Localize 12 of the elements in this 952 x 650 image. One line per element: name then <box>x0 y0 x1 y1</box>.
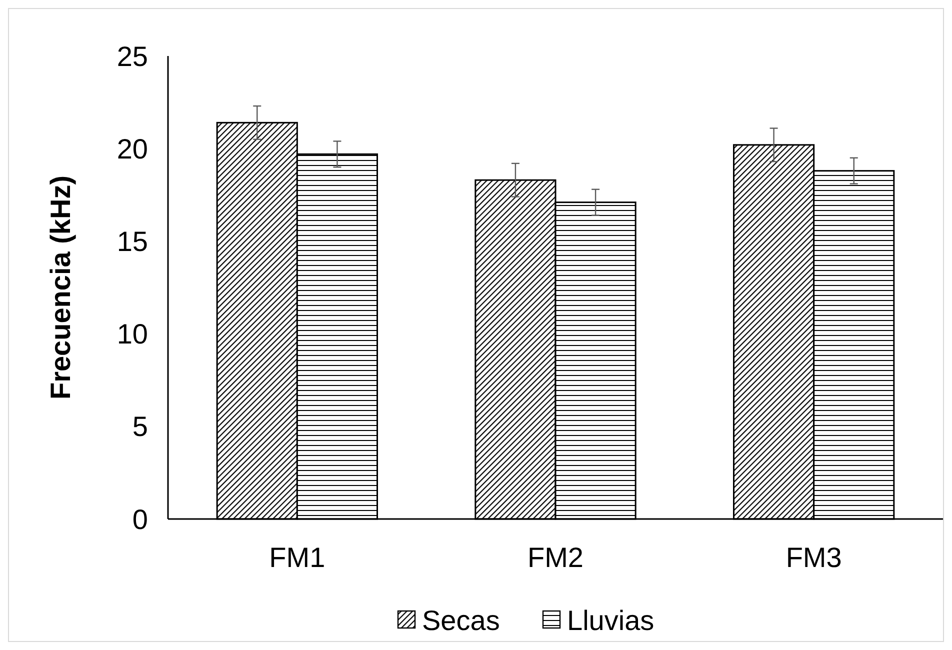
y-axis-title: Frecuencia (kHz) <box>45 175 76 400</box>
y-tick-label: 0 <box>132 504 148 535</box>
x-tick-label: FM2 <box>528 542 584 573</box>
legend-label: Secas <box>422 604 500 636</box>
y-tick-label: 15 <box>116 226 148 257</box>
y-tick-label: 10 <box>116 318 148 350</box>
x-tick-label: FM3 <box>786 542 842 573</box>
legend-label: Lluvias <box>567 604 654 636</box>
x-tick-label: FM1 <box>269 542 326 573</box>
y-tick-label: 20 <box>116 133 148 164</box>
y-tick-label: 25 <box>116 40 148 72</box>
y-tick-label: 5 <box>132 411 148 442</box>
